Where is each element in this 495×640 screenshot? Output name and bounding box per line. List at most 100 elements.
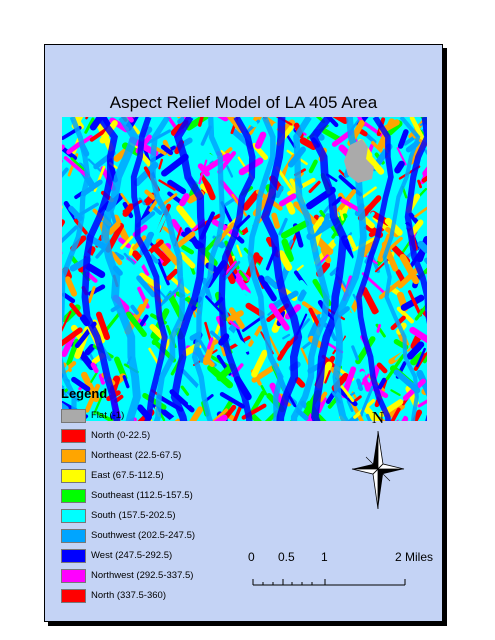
legend-swatch <box>61 429 86 443</box>
aspect-texture-streak <box>309 216 325 235</box>
aspect-texture-streak <box>359 237 376 258</box>
aspect-texture-streak <box>390 389 401 396</box>
aspect-ridge <box>290 117 330 421</box>
aspect-texture-streak <box>346 371 366 393</box>
aspect-texture-streak <box>399 253 420 285</box>
aspect-texture-streak <box>138 197 146 206</box>
aspect-ridge <box>100 117 141 421</box>
aspect-texture-streak <box>282 333 291 340</box>
aspect-texture-streak <box>179 193 190 207</box>
aspect-texture-streak <box>409 117 426 143</box>
aspect-texture-streak <box>332 117 349 125</box>
aspect-texture-streak <box>62 402 69 413</box>
aspect-texture-streak <box>126 117 134 123</box>
aspect-texture-streak <box>299 137 317 150</box>
aspect-texture-streak <box>314 413 327 421</box>
aspect-texture-streak <box>68 205 84 221</box>
aspect-texture-streak <box>223 260 241 281</box>
aspect-texture-streak <box>158 179 176 191</box>
aspect-texture-streak <box>96 311 110 341</box>
aspect-texture-streak <box>70 157 86 172</box>
aspect-texture-streak <box>69 302 82 318</box>
legend-label: North (337.5-360) <box>91 590 166 601</box>
aspect-texture-streak <box>268 303 290 331</box>
aspect-ridge <box>260 117 303 421</box>
aspect-texture-streak <box>281 238 294 262</box>
aspect-texture-streak <box>283 406 297 421</box>
aspect-texture-streak <box>325 173 338 183</box>
aspect-ridge <box>247 117 284 421</box>
aspect-texture-streak <box>355 336 376 365</box>
aspect-texture-streak <box>345 301 360 323</box>
aspect-texture-streak <box>113 148 129 162</box>
aspect-texture-streak <box>320 246 332 264</box>
aspect-texture-streak <box>414 206 427 218</box>
aspect-texture-streak <box>158 158 164 170</box>
aspect-texture-streak <box>316 396 327 414</box>
scale-label: 0 <box>248 550 255 564</box>
aspect-texture-streak <box>412 409 423 421</box>
aspect-texture-streak <box>394 160 405 174</box>
aspect-texture-streak <box>84 117 95 134</box>
north-arrow-label: N <box>372 409 384 427</box>
aspect-texture-streak <box>62 387 68 397</box>
aspect-texture-streak <box>136 275 156 298</box>
aspect-texture-streak <box>226 165 234 178</box>
aspect-texture-streak <box>297 289 307 302</box>
aspect-ridge <box>382 117 421 421</box>
aspect-texture-streak <box>62 145 78 161</box>
aspect-texture-streak <box>71 376 91 392</box>
aspect-texture-streak <box>233 273 251 296</box>
aspect-texture-streak <box>242 190 261 211</box>
aspect-texture-streak <box>120 193 131 207</box>
aspect-texture-streak <box>347 235 357 249</box>
aspect-texture-streak <box>63 156 89 178</box>
aspect-texture-streak <box>360 385 374 415</box>
aspect-texture-streak <box>211 408 229 421</box>
aspect-texture-streak <box>166 268 179 281</box>
aspect-map <box>62 117 427 421</box>
aspect-texture-streak <box>339 209 345 221</box>
aspect-texture-streak <box>410 333 422 350</box>
aspect-texture-streak <box>387 236 403 252</box>
scale-label: 1 <box>321 550 328 564</box>
legend-swatch <box>61 409 86 423</box>
aspect-texture-streak <box>396 306 415 324</box>
aspect-texture-streak <box>216 363 236 382</box>
aspect-texture-streak <box>187 381 203 406</box>
aspect-texture-streak <box>416 369 427 397</box>
aspect-texture-streak <box>294 377 306 388</box>
legend-label: West (247.5-292.5) <box>91 550 173 561</box>
aspect-texture-streak <box>84 344 95 356</box>
aspect-texture-streak <box>194 346 206 363</box>
legend-swatch <box>61 489 86 503</box>
aspect-ridge <box>150 117 186 421</box>
aspect-texture-streak <box>64 276 77 297</box>
aspect-texture-streak <box>420 308 427 319</box>
aspect-texture-streak <box>400 294 425 311</box>
aspect-ridge <box>356 117 394 421</box>
legend-label: South (157.5-202.5) <box>91 510 176 521</box>
aspect-texture-streak <box>167 179 187 195</box>
aspect-texture-streak <box>226 310 244 323</box>
legend-label: Southeast (112.5-157.5) <box>91 490 193 501</box>
aspect-texture-streak <box>278 193 297 207</box>
aspect-texture-streak <box>96 411 115 421</box>
aspect-texture-streak <box>120 235 134 250</box>
aspect-ridge <box>308 117 348 421</box>
aspect-ridge <box>62 117 91 421</box>
legend-label: East (67.5-112.5) <box>91 470 164 481</box>
aspect-texture-streak <box>62 385 71 397</box>
aspect-texture-streak <box>277 250 293 271</box>
aspect-texture-streak <box>189 406 204 421</box>
legend-swatch <box>61 469 86 483</box>
aspect-texture-streak <box>250 334 266 350</box>
aspect-texture-streak <box>351 345 360 361</box>
aspect-texture-streak <box>378 280 402 300</box>
aspect-texture-streak <box>300 347 310 365</box>
aspect-texture-streak <box>390 407 401 421</box>
aspect-texture-streak <box>318 391 328 403</box>
legend-label: Northeast (22.5-67.5) <box>91 450 182 461</box>
aspect-texture-streak <box>282 214 297 234</box>
aspect-texture-streak <box>308 159 318 174</box>
